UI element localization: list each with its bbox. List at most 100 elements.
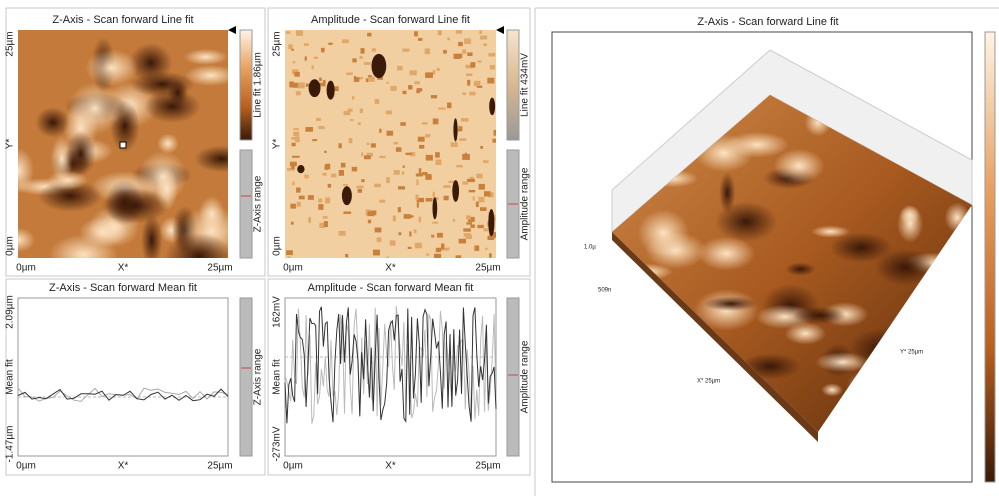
texture-speck — [358, 189, 363, 193]
texture-speck — [447, 38, 450, 41]
side-label: Line fit 434mV — [520, 53, 531, 117]
texture-speck — [293, 83, 298, 88]
range-slider[interactable] — [507, 298, 519, 456]
texture-speck — [489, 253, 492, 257]
texture-speck — [361, 179, 364, 182]
texture-speck — [479, 30, 482, 34]
texture-speck — [286, 250, 293, 255]
texture-blob — [85, 49, 138, 86]
x-axis-label: 0µm — [283, 263, 303, 274]
texture-speck — [419, 217, 422, 223]
texture-speck — [323, 216, 328, 219]
texture-speck — [453, 219, 455, 222]
texture-speck — [467, 179, 475, 182]
panel-title: Z-Axis - Scan forward Mean fit — [49, 282, 197, 294]
texture-speck — [483, 43, 486, 46]
texture-spot — [371, 54, 386, 78]
texture-speck — [328, 43, 332, 45]
texture-speck — [437, 233, 443, 238]
y-axis-label: 2.09µm — [5, 295, 16, 329]
texture-speck — [485, 248, 487, 250]
colorbar — [507, 30, 519, 140]
texture-speck — [368, 77, 375, 82]
texture-speck — [318, 198, 322, 202]
texture-speck — [368, 211, 375, 216]
texture-speck — [296, 30, 303, 35]
cursor-marker[interactable] — [120, 142, 126, 148]
texture-blob — [66, 131, 96, 176]
texture-speck — [422, 122, 428, 124]
texture-speck — [464, 38, 471, 43]
texture-speck — [325, 198, 330, 204]
texture-speck — [356, 186, 363, 188]
texture-blob — [697, 237, 755, 271]
texture-speck — [438, 30, 442, 35]
texture-speck — [402, 49, 409, 52]
texture-speck — [459, 138, 466, 141]
texture-speck — [426, 155, 433, 161]
texture-speck — [343, 184, 348, 186]
texture-speck — [410, 215, 413, 217]
texture-speck — [386, 110, 392, 114]
z-profile-plot — [18, 298, 228, 456]
texture-speck — [477, 225, 483, 228]
view3d-title: Z-Axis - Scan forward Line fit — [697, 16, 838, 28]
range-slider[interactable] — [240, 298, 252, 456]
texture-speck — [419, 168, 421, 174]
texture-speck — [447, 103, 451, 109]
side-label: Z-Axis range — [253, 348, 264, 405]
texture-speck — [483, 160, 489, 163]
texture-speck — [464, 233, 471, 236]
side-label: Amplitude range — [520, 167, 531, 240]
texture-speck — [319, 78, 322, 81]
texture-speck — [290, 162, 297, 167]
texture-speck — [425, 134, 430, 137]
texture-speck — [470, 224, 474, 227]
amplitude-image[interactable] — [285, 30, 496, 258]
texture-speck — [455, 54, 463, 58]
texture-speck — [398, 186, 405, 189]
texture-speck — [321, 48, 325, 53]
texture-speck — [308, 217, 311, 223]
panel-title: Amplitude - Scan forward Mean fit — [308, 282, 474, 294]
y-axis-label: Mean fit — [272, 359, 283, 395]
texture-spot — [488, 209, 494, 236]
texture-speck — [414, 31, 418, 36]
texture-speck — [416, 179, 418, 185]
texture-speck — [467, 52, 472, 56]
texture-speck — [386, 131, 393, 136]
texture-speck — [299, 196, 305, 200]
texture-speck — [361, 152, 363, 156]
texture-speck — [367, 143, 370, 145]
texture-speck — [312, 65, 314, 69]
texture-speck — [467, 80, 470, 86]
axis-label: Y* 25µm — [900, 350, 923, 356]
y-axis-label: Y* — [5, 139, 16, 150]
texture-blob — [144, 90, 200, 123]
texture-speck — [390, 86, 396, 91]
range-slider[interactable] — [240, 150, 252, 258]
texture-speck — [426, 198, 433, 202]
texture-speck — [443, 50, 447, 54]
x-axis-label: 25µm — [207, 461, 232, 472]
texture-speck — [296, 187, 300, 192]
texture-speck — [338, 231, 345, 236]
texture-speck — [286, 31, 290, 33]
texture-speck — [461, 118, 468, 121]
texture-spot — [489, 98, 495, 116]
texture-speck — [296, 91, 301, 95]
texture-speck — [476, 202, 479, 208]
texture-blob — [811, 225, 850, 237]
texture-speck — [437, 68, 440, 71]
texture-speck — [428, 174, 431, 180]
texture-blob — [184, 49, 228, 65]
texture-speck — [308, 195, 314, 200]
texture-speck — [328, 184, 331, 188]
y-axis-label: 25µm — [5, 31, 16, 56]
texture-speck — [397, 66, 403, 71]
axis-label: X* 25µm — [697, 379, 720, 385]
texture-spot — [297, 165, 304, 173]
texture-speck — [293, 61, 295, 63]
texture-speck — [422, 172, 428, 175]
texture-speck — [463, 181, 469, 184]
